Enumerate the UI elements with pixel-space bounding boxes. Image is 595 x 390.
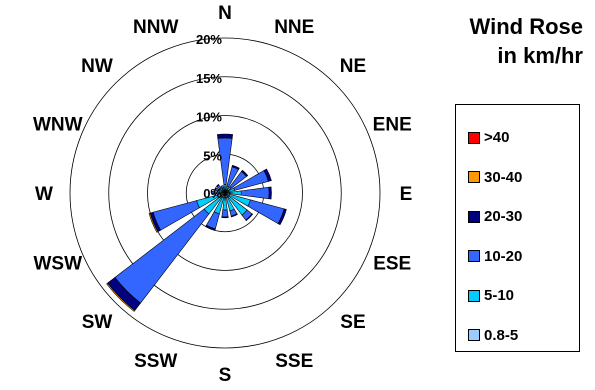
bar-nne-2030 <box>231 164 240 170</box>
bars-layer <box>106 133 287 312</box>
direction-label-nnw: NNW <box>133 17 178 38</box>
direction-label-ssw: SSW <box>134 351 177 372</box>
chart-title: Wind Rose in km/hr <box>470 12 583 70</box>
legend-item-510: 5-10 <box>468 276 579 316</box>
chart-title-line2: in km/hr <box>497 43 583 68</box>
bar-e-1020 <box>240 186 270 200</box>
direction-label-se: SE <box>340 312 365 333</box>
bar-n-510 <box>223 184 227 190</box>
bar-s-2030 <box>221 216 229 219</box>
ring-label-5pct: 5% <box>203 148 222 163</box>
direction-label-w: W <box>35 184 53 205</box>
direction-label-nw: NW <box>81 56 113 77</box>
ring-label-15pct: 15% <box>196 71 222 86</box>
legend-swatch <box>468 289 480 302</box>
legend-item-40: >40 <box>468 118 579 158</box>
legend-swatch <box>468 171 480 184</box>
legend-label: 0.8-5 <box>484 326 519 344</box>
legend-swatch <box>468 250 480 263</box>
direction-label-wnw: WNW <box>33 115 83 136</box>
bar-sse-2030 <box>230 213 238 218</box>
legend-label: 30-40 <box>484 168 523 186</box>
direction-label-n: N <box>218 3 232 24</box>
legend: >40 30-40 20-30 10-20 5-10 0.8-5 <box>455 104 580 352</box>
direction-label-s: S <box>219 365 232 386</box>
bar-e-2030 <box>268 186 272 200</box>
legend-label: >40 <box>484 129 510 147</box>
ring-label-20pct: 20% <box>196 32 222 47</box>
bar-n-2030 <box>216 133 234 139</box>
legend-item-0.85: 0.8-5 <box>468 316 579 356</box>
bar-wsw-3040 <box>148 212 159 233</box>
legend-label: 10-20 <box>484 247 523 265</box>
direction-label-nne: NNE <box>274 17 314 38</box>
bar-ssw-2030 <box>205 224 216 231</box>
legend-item-2030: 20-30 <box>468 197 579 237</box>
bar-sw-3040 <box>106 282 136 312</box>
direction-label-ese: ESE <box>373 253 411 274</box>
legend-item-1020: 10-20 <box>468 237 579 277</box>
chart-title-line1: Wind Rose <box>469 14 583 39</box>
bar-ene-2030 <box>263 168 272 182</box>
direction-label-sse: SSE <box>275 351 313 372</box>
bar-w-1020 <box>211 190 216 196</box>
bar-nw-2030 <box>215 183 220 188</box>
bar-ese-2030 <box>277 208 287 226</box>
direction-labels-layer: N NNE NE ENE E ESE SE SSE S SSW SW WSW W WNW NW NNW <box>33 3 412 386</box>
direction-label-ne: NE <box>340 56 366 77</box>
bar-ne-2030 <box>241 169 249 177</box>
ring-labels-layer: 0% 5% 10% 15% 20% <box>196 32 222 201</box>
ring-label-0pct: 0% <box>203 186 222 201</box>
ring-20pct <box>69 37 381 349</box>
legend-label: 5-10 <box>484 287 515 305</box>
direction-label-e: E <box>400 184 413 205</box>
direction-label-ene: ENE <box>373 115 412 136</box>
legend-swatch <box>468 131 480 144</box>
rings-layer <box>69 37 381 349</box>
ring-label-10pct: 10% <box>196 110 222 125</box>
bar-se-2030 <box>245 213 254 222</box>
legend-swatch <box>468 210 480 223</box>
legend-item-3040: 30-40 <box>468 158 579 198</box>
direction-label-sw: SW <box>82 312 113 333</box>
direction-label-wsw: WSW <box>34 253 83 274</box>
ring-10pct <box>147 115 303 271</box>
legend-label: 20-30 <box>484 208 523 226</box>
legend-swatch <box>468 329 480 342</box>
bar-wnw-2030 <box>214 187 217 191</box>
ring-15pct <box>108 76 342 310</box>
bar-s-1020 <box>221 209 229 218</box>
bar-nnw-1020 <box>220 185 224 189</box>
